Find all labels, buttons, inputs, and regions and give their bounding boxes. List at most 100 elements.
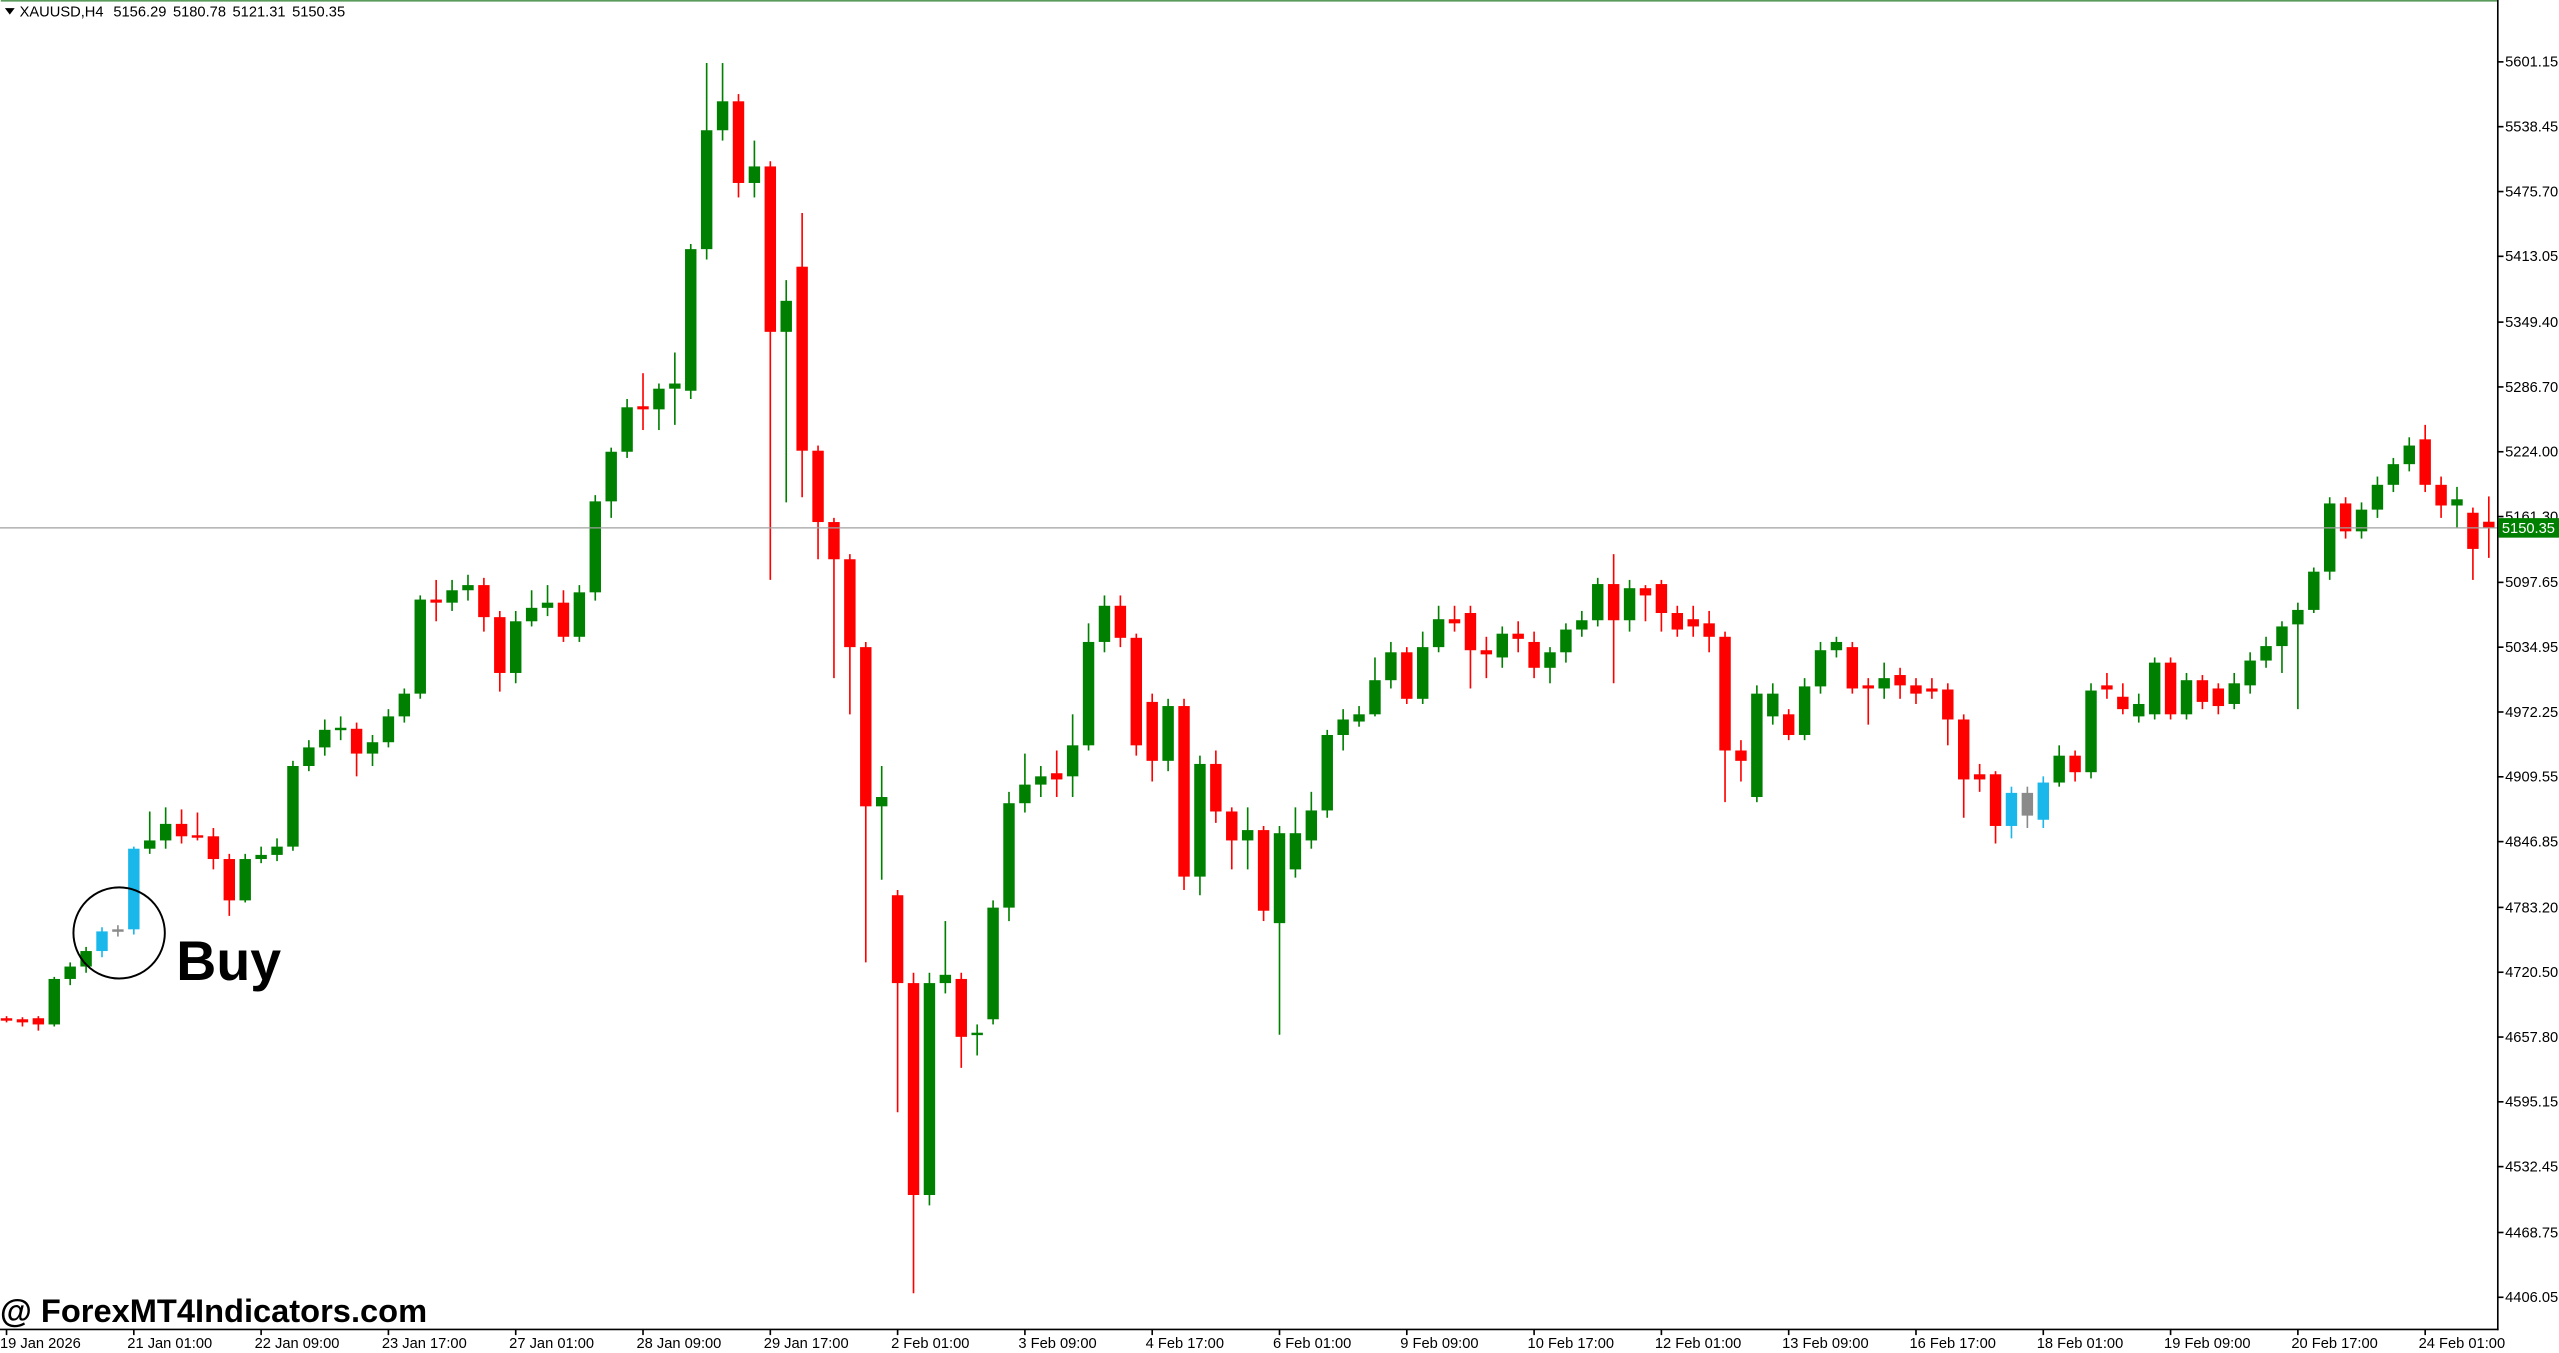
candle-body <box>64 966 76 979</box>
candle-body <box>239 859 251 901</box>
candle-body <box>2005 792 2018 826</box>
y-tick-label: 5413.05 <box>2505 249 2558 265</box>
chart-header: XAUUSD,H4 5156.29 5180.78 5121.31 5150.35 <box>20 4 346 20</box>
candle-body <box>939 974 952 984</box>
candle-body <box>1544 652 1556 668</box>
candle-body <box>2323 503 2336 572</box>
signal-circle <box>72 886 166 980</box>
candle-body <box>2133 703 2145 717</box>
candle-body <box>382 716 395 743</box>
candle-body <box>1560 629 1572 653</box>
y-tick-label: 4783.20 <box>2505 900 2558 916</box>
candle-body <box>366 742 379 754</box>
candle-body <box>16 1019 29 1023</box>
y-tick-label: 4595.15 <box>2505 1095 2558 1111</box>
y-tick-label: 4909.55 <box>2505 770 2558 786</box>
candle-body <box>1035 776 1047 785</box>
x-tick-label: 12 Feb 01:00 <box>1655 1336 1741 1352</box>
candle-body <box>2339 503 2352 532</box>
candle-body <box>637 406 649 410</box>
candle-body <box>1003 803 1015 908</box>
candle-body <box>1289 833 1302 870</box>
candle-body <box>478 585 490 618</box>
candle-body <box>1942 689 1954 720</box>
candle-body <box>2037 782 2049 820</box>
candle-body <box>1210 763 1222 812</box>
candle-body <box>1862 685 1874 689</box>
candle-body <box>2021 792 2034 816</box>
x-tick-label: 4 Feb 17:00 <box>1146 1336 1224 1352</box>
candle-body <box>1782 714 1795 735</box>
candle-body <box>2387 464 2400 485</box>
last-price-box <box>2498 518 2559 538</box>
candle-body <box>1767 693 1779 717</box>
candle-body <box>1576 620 1588 630</box>
candle-body <box>923 983 936 1196</box>
candle-body <box>2085 690 2097 773</box>
candle-body <box>1623 588 1636 621</box>
candle-body <box>2117 696 2129 710</box>
candle-body <box>1528 641 1540 668</box>
chart-title: XAUUSD,H4 <box>20 4 104 20</box>
candle-body <box>2292 609 2304 625</box>
candle-body <box>891 895 904 984</box>
candle-body <box>1703 623 1715 637</box>
watermark: @ ForexMT4Indicators.com <box>0 1292 427 1329</box>
x-tick-label: 6 Feb 01:00 <box>1273 1336 1351 1352</box>
candle-body <box>2053 755 2065 783</box>
y-tick-label: 5538.45 <box>2505 120 2558 136</box>
candle-body <box>96 931 108 952</box>
y-tick-label: 5475.70 <box>2505 184 2558 200</box>
x-tick-label: 23 Jan 17:00 <box>382 1336 467 1352</box>
candle-body <box>1846 647 1859 689</box>
y-tick-label: 4720.50 <box>2505 965 2558 981</box>
y-tick-label: 4468.75 <box>2505 1225 2558 1241</box>
candle-body <box>2371 484 2384 510</box>
x-tick-label: 29 Jan 17:00 <box>764 1336 849 1352</box>
candle-body <box>1066 745 1079 777</box>
x-tick-label: 21 Jan 01:00 <box>127 1336 212 1352</box>
candle-body <box>1416 647 1429 699</box>
x-tick-label: 22 Jan 09:00 <box>255 1336 340 1352</box>
candle-body <box>653 388 665 410</box>
candle-body <box>1130 637 1143 746</box>
y-tick-label: 5224.00 <box>2505 445 2558 461</box>
candle-body <box>669 383 681 389</box>
candle-body <box>685 249 697 391</box>
candle-body <box>2276 626 2288 647</box>
candle-body <box>159 823 172 841</box>
x-tick-label: 16 Feb 17:00 <box>1909 1336 1995 1352</box>
candle-body <box>1655 584 1668 614</box>
candle-body <box>1480 650 1493 655</box>
candle-body <box>748 166 761 183</box>
candle-body <box>541 602 554 608</box>
candle-body <box>2435 484 2447 506</box>
x-tick-label: 27 Jan 01:00 <box>509 1336 594 1352</box>
candle-body <box>207 836 220 860</box>
candle-body <box>2212 688 2225 707</box>
candle-body <box>1607 584 1620 621</box>
candle-body <box>1814 650 1827 687</box>
candle-body <box>1989 774 2002 826</box>
candle-body <box>1512 633 1524 639</box>
y-tick-label: 5286.70 <box>2505 380 2558 396</box>
candle-body <box>860 647 872 807</box>
candle-body <box>732 101 745 183</box>
candle-body <box>175 823 188 837</box>
symbol-arrow <box>4 8 15 15</box>
header-open: 5156.29 <box>113 4 166 20</box>
candle-body <box>1114 605 1127 638</box>
header-close: 5150.35 <box>292 4 345 20</box>
candle-body <box>1369 680 1381 715</box>
candle-body <box>2164 662 2177 715</box>
candle-body <box>1432 619 1445 648</box>
candle-body <box>1496 633 1508 658</box>
candle-body <box>796 266 808 451</box>
candle-body <box>1639 588 1652 596</box>
candle-body <box>1178 706 1190 877</box>
candle-body <box>1735 750 1747 761</box>
y-tick-label: 4972.25 <box>2505 705 2558 721</box>
candle-body <box>955 978 967 1037</box>
candle-body <box>2483 521 2495 528</box>
